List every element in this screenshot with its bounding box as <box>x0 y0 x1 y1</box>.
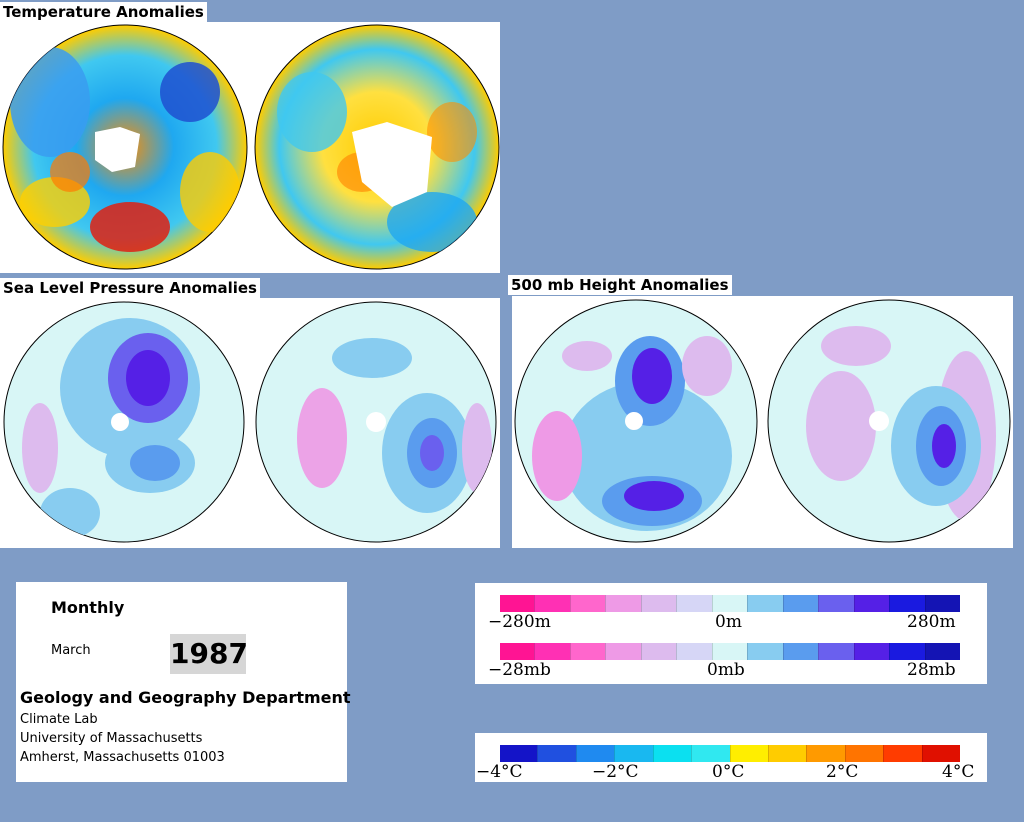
height-500mb-panel <box>512 296 1013 548</box>
period-label: Monthly <box>51 598 125 617</box>
color-swatch <box>924 595 961 612</box>
address-line-2: University of Massachusetts <box>20 731 203 746</box>
temperature-panel <box>0 22 500 273</box>
temperature-legend: −4°C −2°C 0°C 2°C 4°C <box>475 733 987 782</box>
color-swatch <box>844 745 884 762</box>
department-name: Geology and Geography Department <box>20 688 351 707</box>
color-swatch <box>883 745 922 762</box>
pressure-color-scale <box>500 643 961 660</box>
color-swatch <box>534 643 570 660</box>
color-swatch <box>782 595 819 612</box>
color-swatch <box>500 643 535 660</box>
temperature-south-hemisphere-map <box>254 24 500 270</box>
year-display: 1987 <box>170 634 248 674</box>
color-swatch <box>640 595 677 612</box>
height-500mb-north-hemisphere-map <box>514 299 758 543</box>
color-swatch <box>605 643 641 660</box>
pressure-zero-label: 0mb <box>707 660 745 680</box>
height-max-label: 280m <box>907 612 956 632</box>
color-swatch <box>747 643 783 660</box>
address-line-3: Amherst, Massachusetts 01003 <box>20 750 225 765</box>
address-line-1: Climate Lab <box>20 712 98 727</box>
height-min-label: −280m <box>488 612 551 632</box>
temp-label-minus2: −2°C <box>592 762 639 782</box>
temperature-north-hemisphere-map <box>2 24 248 270</box>
temp-label-zero: 0°C <box>712 762 745 782</box>
temperature-color-scale <box>500 745 961 762</box>
temp-label-minus4: −4°C <box>476 762 523 782</box>
color-swatch <box>818 595 854 612</box>
temperature-anomalies-title: Temperature Anomalies <box>0 2 207 22</box>
height-color-scale <box>500 595 961 612</box>
color-swatch <box>534 595 570 612</box>
height-500mb-anomalies-title: 500 mb Height Anomalies <box>508 275 732 295</box>
color-swatch <box>676 595 712 612</box>
color-swatch <box>747 595 783 612</box>
color-swatch <box>889 595 925 612</box>
pressure-max-label: 28mb <box>907 660 956 680</box>
color-swatch <box>652 745 692 762</box>
color-swatch <box>782 643 819 660</box>
color-swatch <box>711 595 748 612</box>
info-box: Monthly March 1987 Geology and Geography… <box>16 582 351 782</box>
color-swatch <box>889 643 925 660</box>
height-pressure-legend: −280m 0m 280m −28mb 0mb 28mb <box>475 583 987 684</box>
pressure-min-label: −28mb <box>488 660 551 680</box>
color-swatch <box>729 745 768 762</box>
color-swatch <box>605 595 641 612</box>
color-swatch <box>676 643 712 660</box>
color-swatch <box>569 643 606 660</box>
sea-level-pressure-anomalies-title: Sea Level Pressure Anomalies <box>0 278 260 298</box>
temp-label-plus4: 4°C <box>942 762 975 782</box>
color-swatch <box>691 745 730 762</box>
color-swatch <box>921 745 961 762</box>
temp-label-plus2: 2°C <box>826 762 859 782</box>
color-swatch <box>614 745 653 762</box>
color-swatch <box>500 595 535 612</box>
color-swatch <box>500 745 538 762</box>
color-swatch <box>853 643 890 660</box>
sea-level-pressure-panel <box>0 298 500 548</box>
color-swatch <box>640 643 677 660</box>
color-swatch <box>767 745 807 762</box>
color-swatch <box>575 745 615 762</box>
height-zero-label: 0m <box>715 612 742 632</box>
color-swatch <box>806 745 845 762</box>
color-swatch <box>818 643 854 660</box>
slp-south-hemisphere-map <box>255 301 497 543</box>
color-swatch <box>853 595 890 612</box>
color-swatch <box>569 595 606 612</box>
color-swatch <box>711 643 748 660</box>
slp-north-hemisphere-map <box>3 301 245 543</box>
month-label: March <box>51 643 91 658</box>
height-500mb-south-hemisphere-map <box>767 299 1011 543</box>
color-swatch <box>924 643 961 660</box>
color-swatch <box>537 745 576 762</box>
